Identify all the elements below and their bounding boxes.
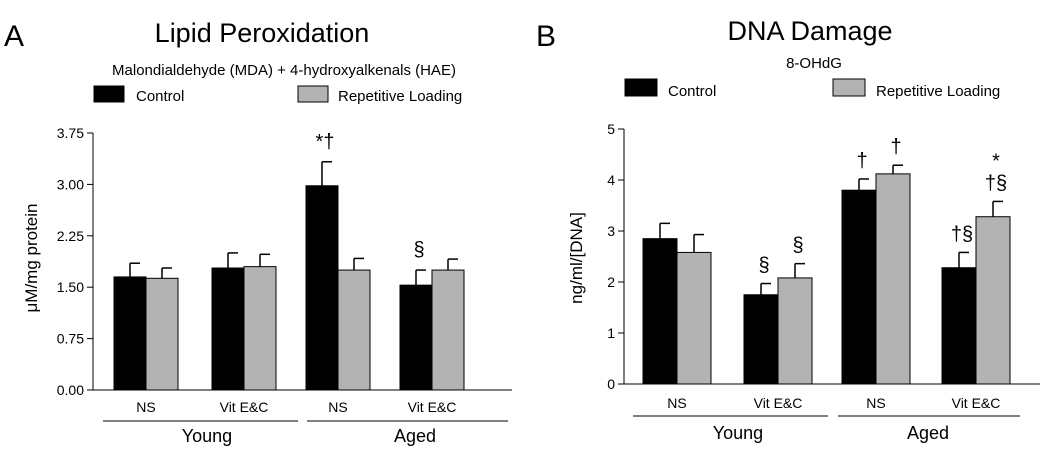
panel-b-ylabel: ng/ml/[DNA]: [567, 212, 586, 304]
panel-a-y-tick-label: 0.00: [57, 382, 84, 398]
panel-b-category-label: Vit E&C: [952, 395, 1001, 411]
panel-a-legend-control: Control: [136, 88, 184, 105]
panel-a-label: A: [4, 20, 24, 53]
panel-b-title: DNA Damage: [727, 16, 892, 46]
panel-b-legend-repetitive: Repetitive Loading: [876, 83, 1000, 100]
panel-b-legend-control: Control: [668, 83, 716, 100]
panel-a-title: Lipid Peroxidation: [155, 18, 370, 48]
panel-a-subtitle: Malondialdehyde (MDA) + 4-hydroxyalkenal…: [112, 62, 456, 79]
panel-b-y-tick-label: 2: [607, 274, 615, 290]
panel-b-y-tick-label: 5: [607, 121, 615, 137]
panel-b-bar-control: [642, 238, 678, 385]
panel-a-bar-control: [113, 276, 147, 391]
panel-b-bar-repetitive-loading: [875, 173, 911, 385]
panel-a-y-tick-label: 0.75: [57, 331, 84, 347]
panel-b-significance-mark: †: [890, 136, 901, 158]
panel-a-bar-control: [211, 267, 245, 391]
panel-a-bar-control: [305, 185, 339, 391]
panel-a-plot: 0.00 0.75 1.50 2.25 3.00 3.75 *† § NS Vit E&C NS Vi…: [57, 125, 512, 422]
panel-a-category-label: NS: [328, 399, 347, 415]
panel-b-significance-mark: †§: [985, 172, 1007, 194]
panel-b-y-tick-label: 4: [607, 172, 615, 188]
panel-b-significance-mark: *: [992, 150, 1000, 172]
panel-a-y-tick-label: 2.25: [57, 228, 84, 244]
panel-b-subtitle: 8-OHdG: [786, 55, 842, 72]
panel-a-legend-swatch-repetitive: [297, 85, 329, 103]
panel-b-bar-control: [941, 267, 977, 385]
panel-a-bar-repetitive-loading: [243, 266, 277, 391]
panel-b-legend-swatch-control: [624, 78, 658, 97]
panel-b-significance-mark: §: [792, 235, 803, 257]
panel-b-significance-mark: †§: [951, 223, 973, 245]
panel-b-bar-repetitive-loading: [777, 277, 813, 385]
panel-a-bar-control: [399, 284, 433, 391]
panel-a-significance-mark: §: [413, 239, 424, 261]
panel-b-significance-mark: §: [758, 255, 769, 277]
panel-a-category-label: NS: [136, 399, 155, 415]
panel-b-group-young: Young: [713, 423, 763, 443]
panel-a-bar-repetitive-loading: [337, 269, 371, 391]
panel-a-legend-swatch-control: [93, 85, 125, 103]
panel-a-ylabel: μM/mg protein: [22, 204, 41, 313]
panel-a-significance-mark: *†: [316, 131, 335, 153]
panel-b-label: B: [536, 20, 556, 53]
panel-a-category-label: Vit E&C: [220, 399, 269, 415]
panel-b-group-aged: Aged: [907, 423, 949, 443]
panel-a-y-tick-label: 1.50: [57, 279, 84, 295]
panel-b-y-tick-label: 0: [607, 376, 615, 392]
panel-a-legend-repetitive: Repetitive Loading: [338, 88, 462, 105]
panel-a-y-tick-label: 3.00: [57, 176, 84, 192]
panel-b-category-label: NS: [667, 395, 686, 411]
panel-a-bar-repetitive-loading: [431, 269, 465, 391]
panel-b-significance-mark: †: [856, 150, 867, 172]
panel-b-bar-repetitive-loading: [676, 251, 712, 385]
panel-a-group-young: Young: [182, 426, 232, 446]
panel-a-category-label: Vit E&C: [408, 399, 457, 415]
panel-b-legend-swatch-repetitive: [832, 78, 866, 97]
panel-b-y-tick-label: 3: [607, 223, 615, 239]
panel-a-bar-repetitive-loading: [145, 277, 179, 391]
panel-a-y-tick-label: 3.75: [57, 125, 84, 141]
panel-b-bar-control: [743, 294, 779, 385]
panel-b-category-label: NS: [866, 395, 885, 411]
panel-b-bar-repetitive-loading: [975, 216, 1011, 385]
panel-a-group-aged: Aged: [394, 426, 436, 446]
panel-b-y-tick-label: 1: [607, 325, 615, 341]
panel-b-bar-control: [841, 189, 877, 385]
panel-b-category-label: Vit E&C: [754, 395, 803, 411]
